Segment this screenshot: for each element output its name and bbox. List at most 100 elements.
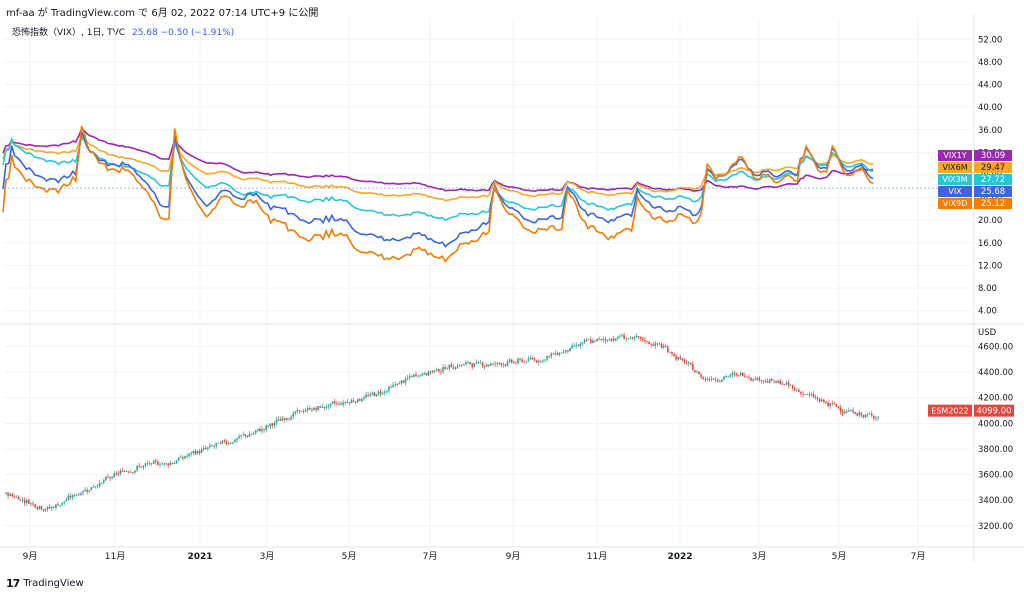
candle-body <box>103 480 105 483</box>
candle-body <box>415 374 417 376</box>
candle-body <box>140 466 143 468</box>
candle-body <box>854 412 856 414</box>
candle-body <box>612 338 615 341</box>
candle-body <box>602 339 605 340</box>
candle-body <box>157 461 159 466</box>
candle-body <box>843 411 846 414</box>
candle-body <box>594 340 596 342</box>
candle-body <box>225 441 228 444</box>
candle-body <box>592 340 594 343</box>
candle-body <box>760 380 763 382</box>
candle-body <box>667 347 669 352</box>
candle-body <box>377 391 380 395</box>
candle-body <box>15 496 18 498</box>
candle-body <box>78 494 80 496</box>
candle-body <box>515 362 517 364</box>
candle-body <box>587 339 590 341</box>
candle-body <box>55 504 57 508</box>
candle-body <box>279 418 282 421</box>
candle-body <box>510 359 513 363</box>
candle-body <box>519 358 521 360</box>
badge-value-bg-vix1y <box>974 150 1012 161</box>
candle-body <box>529 357 532 360</box>
candle-body <box>756 377 759 380</box>
candle-body <box>508 359 511 362</box>
candle-body <box>250 434 253 435</box>
candle-body <box>138 465 140 467</box>
candle-body <box>621 335 623 337</box>
candle-body <box>806 393 809 395</box>
candle-body <box>658 343 661 345</box>
candle-body <box>648 341 650 345</box>
badge-name-vix1y: VIX1Y <box>943 151 966 160</box>
time-axis-tick: 11月 <box>587 551 607 562</box>
candle-body <box>550 353 553 357</box>
tradingview-logo[interactable]: 17 TradingView <box>6 577 84 590</box>
candle-body <box>771 379 773 381</box>
candle-body <box>375 394 378 397</box>
es-axis-tick: 3200.00 <box>978 522 1013 532</box>
candle-body <box>477 362 480 363</box>
candle-body <box>712 378 715 380</box>
candle-body <box>562 351 565 353</box>
badge-name-bg-vix <box>938 186 972 197</box>
candle-body <box>642 338 644 340</box>
candle-body <box>785 382 788 385</box>
badge-value-bg-vix <box>974 186 1012 197</box>
candle-body <box>837 406 840 408</box>
candle-body <box>710 378 713 380</box>
candle-body <box>229 443 232 444</box>
candle-body <box>404 378 407 383</box>
candle-body <box>171 462 174 464</box>
candle-body <box>204 447 207 449</box>
candle-body <box>750 377 752 381</box>
candle-body <box>65 499 68 502</box>
candle-body <box>356 399 359 403</box>
candle-body <box>144 463 147 466</box>
candle-body <box>875 418 877 420</box>
candle-body <box>234 439 236 443</box>
candle-body <box>779 380 781 384</box>
candle-body <box>217 442 220 444</box>
candle-body <box>839 407 842 412</box>
candle-body <box>130 471 132 473</box>
candle-body <box>831 403 834 404</box>
candle-body <box>5 492 7 494</box>
candle-body <box>835 404 838 407</box>
candle-body <box>581 342 584 344</box>
candle-body <box>606 339 609 341</box>
candle-body <box>82 491 84 494</box>
candle-body <box>868 413 871 415</box>
candle-body <box>329 403 332 406</box>
candle-body <box>569 348 571 352</box>
candle-body <box>207 447 209 449</box>
candle-body <box>400 380 403 384</box>
candle-body <box>425 373 428 376</box>
candle-body <box>275 419 278 423</box>
candle-body <box>783 384 786 385</box>
candle-body <box>321 406 324 408</box>
candle-body <box>290 416 292 420</box>
candle-body <box>13 496 16 498</box>
candle-body <box>57 504 59 506</box>
candle-body <box>63 501 66 503</box>
candle-body <box>265 425 267 430</box>
candle-body <box>28 500 30 504</box>
candle-body <box>521 359 523 362</box>
candle-body <box>69 495 72 498</box>
candle-body <box>689 362 692 364</box>
candle-body <box>94 486 97 488</box>
candle-body <box>814 397 817 398</box>
candle-body <box>163 463 165 465</box>
vix-axis-tick: 52.00 <box>978 35 1002 45</box>
candle-body <box>342 402 344 405</box>
vix-axis-tick: 12.00 <box>978 261 1002 271</box>
badge-name-vix9d: VIX9D <box>943 199 968 208</box>
vix-axis-tick: 20.00 <box>978 216 1002 226</box>
candle-body <box>363 397 365 399</box>
candle-body <box>238 436 240 439</box>
candle-body <box>23 499 26 504</box>
candle-body <box>646 341 648 342</box>
candle-body <box>194 450 197 454</box>
